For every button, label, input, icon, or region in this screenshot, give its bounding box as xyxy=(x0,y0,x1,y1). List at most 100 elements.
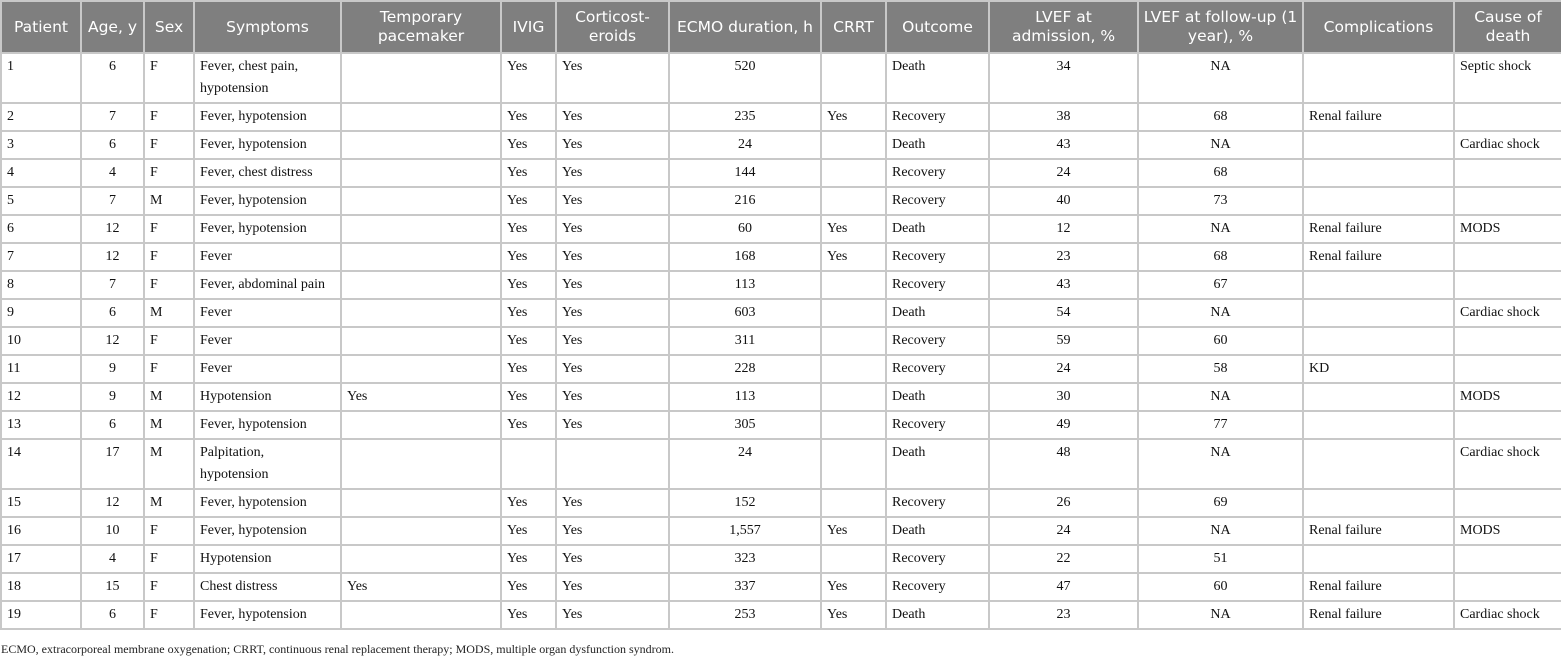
cell-ivig: Yes xyxy=(500,298,557,328)
cell-symptoms: Hypotension xyxy=(193,544,342,574)
cell-patient: 3 xyxy=(0,130,82,160)
cell-complications xyxy=(1302,326,1455,356)
cell-ivig: Yes xyxy=(500,382,557,412)
cell-symptoms: Fever, hypotension xyxy=(193,102,342,132)
cell-ecmo-duration: 603 xyxy=(668,298,822,328)
cell-cause-of-death: Cardiac shock xyxy=(1453,600,1561,630)
cell-patient: 18 xyxy=(0,572,82,602)
cell-ivig: Yes xyxy=(500,186,557,216)
cell-lvef-followup: 69 xyxy=(1137,488,1304,518)
cell-ivig: Yes xyxy=(500,572,557,602)
cell-cause-of-death xyxy=(1453,410,1561,440)
cell-patient: 10 xyxy=(0,326,82,356)
table-header-row: Patient Age, y Sex Symptoms Temporary pacema… xyxy=(0,0,1561,54)
cell-outcome: Recovery xyxy=(885,572,990,602)
cell-patient: 9 xyxy=(0,298,82,328)
header-sex: Sex xyxy=(143,0,195,54)
header-patient: Patient xyxy=(0,0,82,54)
cell-temporary-pacemaker xyxy=(340,438,502,490)
table-row: 10 12 F Fever Yes Yes 311 Recovery 59 60 xyxy=(0,326,1561,356)
cell-age: 7 xyxy=(80,186,145,216)
cell-patient: 5 xyxy=(0,186,82,216)
table-row: 19 6 F Fever, hypotension Yes Yes 253 Yes Death 2… xyxy=(0,600,1561,630)
cell-crrt xyxy=(820,488,887,518)
cell-temporary-pacemaker xyxy=(340,326,502,356)
cell-outcome: Recovery xyxy=(885,410,990,440)
cell-sex: F xyxy=(143,130,195,160)
cell-crrt xyxy=(820,270,887,300)
cell-symptoms: Chest distress xyxy=(193,572,342,602)
cell-ecmo-duration: 144 xyxy=(668,158,822,188)
cell-lvef-admission: 40 xyxy=(988,186,1139,216)
cell-corticosteroids: Yes xyxy=(555,572,670,602)
cell-crrt xyxy=(820,438,887,490)
cell-corticosteroids: Yes xyxy=(555,270,670,300)
cell-lvef-followup: 58 xyxy=(1137,354,1304,384)
cell-crrt xyxy=(820,382,887,412)
cell-outcome: Death xyxy=(885,516,990,546)
cell-crrt: Yes xyxy=(820,214,887,244)
cell-patient: 6 xyxy=(0,214,82,244)
cell-temporary-pacemaker xyxy=(340,130,502,160)
cell-outcome: Death xyxy=(885,438,990,490)
cell-outcome: Death xyxy=(885,382,990,412)
cell-lvef-followup: 51 xyxy=(1137,544,1304,574)
cell-outcome: Recovery xyxy=(885,186,990,216)
cell-age: 12 xyxy=(80,242,145,272)
cell-ecmo-duration: 24 xyxy=(668,438,822,490)
cell-ivig: Yes xyxy=(500,600,557,630)
cell-ecmo-duration: 152 xyxy=(668,488,822,518)
cell-patient: 7 xyxy=(0,242,82,272)
cell-age: 12 xyxy=(80,488,145,518)
cell-temporary-pacemaker: Yes xyxy=(340,572,502,602)
cell-lvef-admission: 24 xyxy=(988,354,1139,384)
cell-ivig: Yes xyxy=(500,544,557,574)
cell-symptoms: Fever xyxy=(193,354,342,384)
cell-complications xyxy=(1302,488,1455,518)
table-row: 15 12 M Fever, hypotension Yes Yes 152 Recovery… xyxy=(0,488,1561,518)
cell-lvef-followup: 68 xyxy=(1137,158,1304,188)
cell-outcome: Death xyxy=(885,214,990,244)
cell-crrt xyxy=(820,52,887,104)
cell-outcome: Death xyxy=(885,600,990,630)
cell-age: 4 xyxy=(80,158,145,188)
cell-symptoms: Fever, hypotension xyxy=(193,214,342,244)
cell-age: 10 xyxy=(80,516,145,546)
cell-lvef-admission: 23 xyxy=(988,600,1139,630)
cell-corticosteroids: Yes xyxy=(555,600,670,630)
cell-temporary-pacemaker xyxy=(340,354,502,384)
cell-cause-of-death xyxy=(1453,270,1561,300)
cell-temporary-pacemaker xyxy=(340,544,502,574)
cell-cause-of-death xyxy=(1453,102,1561,132)
cell-symptoms: Fever xyxy=(193,298,342,328)
cell-ivig: Yes xyxy=(500,158,557,188)
cell-crrt xyxy=(820,410,887,440)
cell-complications: Renal failure xyxy=(1302,572,1455,602)
cell-cause-of-death xyxy=(1453,354,1561,384)
cell-sex: F xyxy=(143,158,195,188)
cell-sex: M xyxy=(143,186,195,216)
cell-age: 6 xyxy=(80,52,145,104)
cell-ecmo-duration: 520 xyxy=(668,52,822,104)
cell-symptoms: Fever, hypotension xyxy=(193,130,342,160)
cell-symptoms: Fever, hypotension xyxy=(193,516,342,546)
cell-ecmo-duration: 323 xyxy=(668,544,822,574)
cell-patient: 11 xyxy=(0,354,82,384)
cell-crrt xyxy=(820,130,887,160)
cell-cause-of-death: MODS xyxy=(1453,214,1561,244)
cell-symptoms: Fever xyxy=(193,326,342,356)
cell-symptoms: Fever, chest distress xyxy=(193,158,342,188)
cell-patient: 4 xyxy=(0,158,82,188)
cell-cause-of-death: Septic shock xyxy=(1453,52,1561,104)
cell-crrt: Yes xyxy=(820,516,887,546)
cell-complications xyxy=(1302,52,1455,104)
cell-sex: F xyxy=(143,214,195,244)
cell-age: 6 xyxy=(80,600,145,630)
cell-corticosteroids: Yes xyxy=(555,354,670,384)
cell-sex: M xyxy=(143,410,195,440)
cell-ecmo-duration: 311 xyxy=(668,326,822,356)
cell-age: 6 xyxy=(80,410,145,440)
cell-lvef-admission: 34 xyxy=(988,52,1139,104)
cell-lvef-followup: 67 xyxy=(1137,270,1304,300)
cell-complications xyxy=(1302,544,1455,574)
